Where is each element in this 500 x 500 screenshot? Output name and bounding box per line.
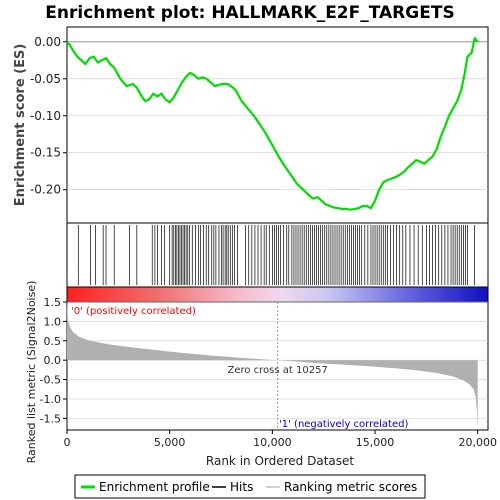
x-tick-label: 15,000 bbox=[356, 436, 395, 449]
x-tick-label: 0 bbox=[64, 436, 71, 449]
ranking-color-band bbox=[67, 287, 488, 302]
legend-label-ranking-metric-scores: Ranking metric scores bbox=[284, 480, 417, 494]
x-tick-label: 10,000 bbox=[253, 436, 292, 449]
metric-tick-label: 1.0 bbox=[44, 315, 62, 328]
es-tick-label: -0.10 bbox=[30, 109, 61, 123]
zero-cross-label: Zero cross at 10257 bbox=[227, 365, 327, 376]
metric-y-axis-label: Ranked list metric (Signal2Noise) bbox=[25, 281, 38, 464]
es-tick-label: -0.15 bbox=[30, 146, 61, 160]
metric-tick-label: -1.0 bbox=[40, 393, 61, 406]
metric-y-ticks: 1.5 1.0 0.5 0.0 -0.5 -1.0 -1.5 bbox=[40, 296, 67, 425]
metric-tick-label: -0.5 bbox=[40, 374, 61, 387]
x-tick-label: 20,000 bbox=[458, 436, 497, 449]
legend-label-hits: Hits bbox=[230, 480, 253, 494]
x-tick-label: 5,000 bbox=[154, 436, 186, 449]
x-axis-label: Rank in Ordered Dataset bbox=[206, 454, 354, 468]
positive-correlation-label: '0' (positively correlated) bbox=[71, 306, 196, 317]
es-plot-area bbox=[67, 27, 488, 223]
metric-tick-label: 0.5 bbox=[44, 335, 62, 348]
legend-label-enrichment-profile: Enrichment profile bbox=[99, 480, 210, 494]
es-panel: 0.00 -0.05 -0.10 -0.15 -0.20 Enrichment scor… bbox=[13, 27, 488, 223]
hits-panel bbox=[67, 223, 488, 287]
metric-tick-label: 0.0 bbox=[44, 354, 62, 367]
legend: Enrichment profile Hits Ranking metric s… bbox=[75, 475, 425, 498]
chart-title: Enrichment plot: HALLMARK_E2F_TARGETS bbox=[45, 3, 454, 23]
color-band bbox=[67, 287, 488, 302]
es-tick-label: 0.00 bbox=[34, 35, 61, 49]
es-y-ticks: 0.00 -0.05 -0.10 -0.15 -0.20 bbox=[30, 35, 67, 197]
negative-correlation-label: '1' (negatively correlated) bbox=[279, 419, 408, 430]
metric-tick-label: -1.5 bbox=[40, 412, 61, 425]
x-axis-ticks: 0 5,000 10,000 15,000 20,000 bbox=[64, 430, 497, 449]
hits-area bbox=[67, 223, 488, 287]
metric-tick-label: 1.5 bbox=[44, 296, 62, 309]
es-y-axis-label: Enrichment score (ES) bbox=[13, 44, 28, 207]
es-tick-label: -0.20 bbox=[30, 183, 61, 197]
es-tick-label: -0.05 bbox=[30, 72, 61, 86]
